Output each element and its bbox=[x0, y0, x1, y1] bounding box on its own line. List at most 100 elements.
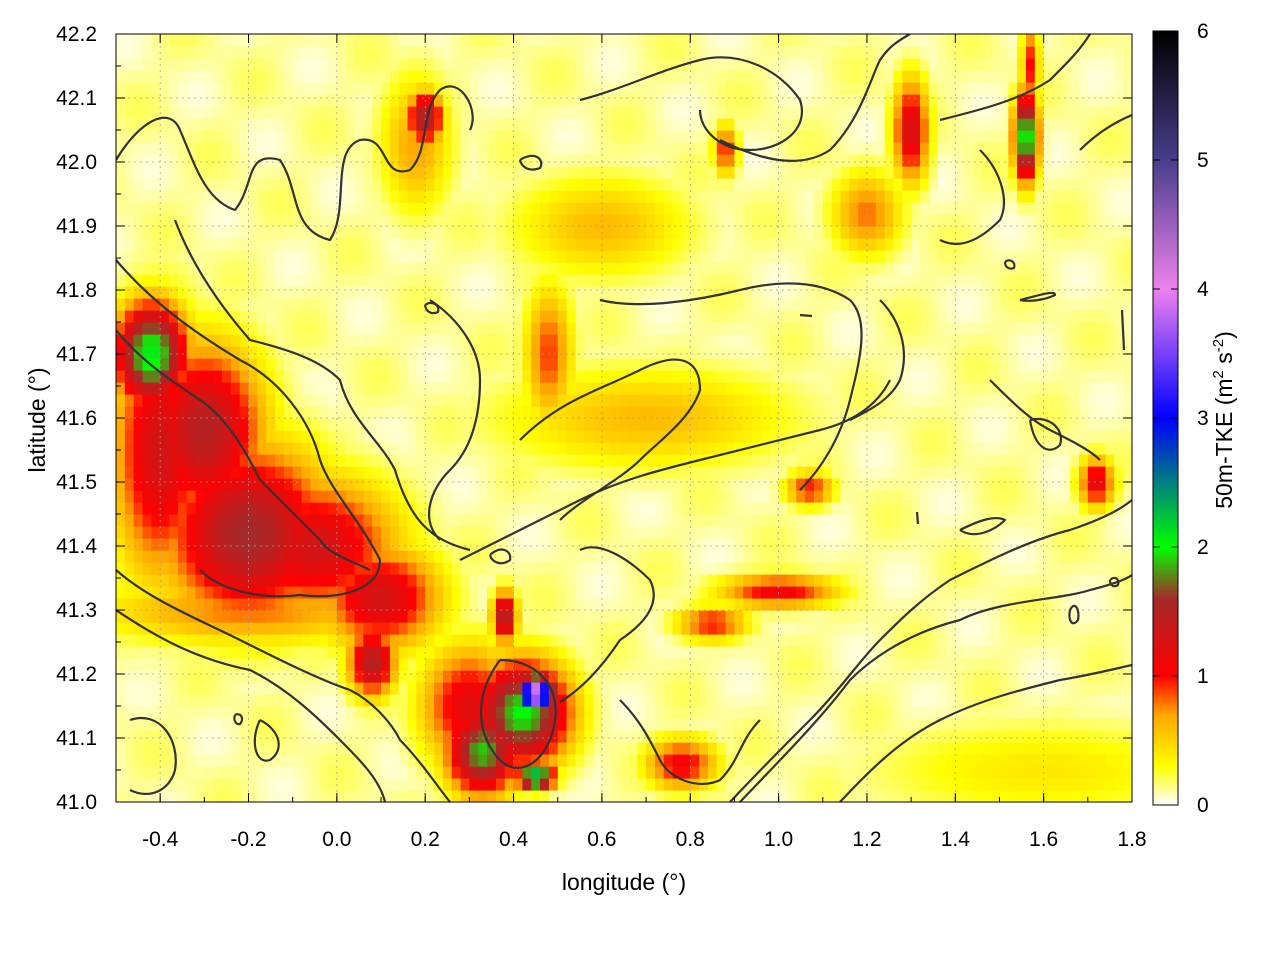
heatmap-cell bbox=[840, 742, 850, 755]
heatmap-cell bbox=[1034, 706, 1045, 719]
heatmap-cell bbox=[1052, 538, 1062, 551]
heatmap-cell bbox=[248, 574, 258, 587]
heatmap-cell bbox=[1043, 586, 1054, 599]
heatmap-cell bbox=[981, 298, 992, 311]
heatmap-cell bbox=[177, 358, 188, 371]
heatmap-cell bbox=[707, 526, 718, 539]
heatmap-cell bbox=[1034, 790, 1045, 802]
heatmap-cell bbox=[1087, 370, 1098, 383]
heatmap-cell bbox=[716, 418, 727, 431]
heatmap-cell bbox=[610, 706, 621, 719]
heatmap-cell bbox=[911, 574, 921, 587]
heatmap-cell bbox=[434, 718, 444, 731]
heatmap-cell bbox=[849, 334, 859, 347]
heatmap-cell bbox=[292, 754, 303, 767]
heatmap-cell bbox=[133, 574, 144, 587]
heatmap-cell bbox=[955, 646, 965, 659]
heatmap-cell bbox=[646, 706, 656, 719]
heatmap-cell bbox=[955, 550, 965, 563]
heatmap-cell bbox=[389, 334, 400, 347]
heatmap-cell bbox=[451, 778, 462, 791]
heatmap-cell bbox=[575, 610, 585, 623]
heatmap-cell bbox=[434, 370, 444, 383]
heatmap-cell bbox=[716, 394, 727, 407]
heatmap-cell bbox=[213, 490, 223, 503]
heatmap-cell bbox=[124, 382, 135, 395]
heatmap-cell bbox=[699, 538, 709, 551]
heatmap-cell bbox=[619, 310, 630, 323]
heatmap-cell bbox=[186, 574, 197, 587]
heatmap-cell bbox=[919, 490, 930, 503]
heatmap-cell bbox=[310, 298, 320, 311]
heatmap-cell bbox=[743, 286, 753, 299]
heatmap-cell bbox=[239, 778, 250, 791]
heatmap-cell bbox=[566, 574, 576, 587]
heatmap-cell bbox=[1123, 394, 1132, 407]
heatmap-cell bbox=[584, 370, 594, 383]
heatmap-cell bbox=[663, 526, 674, 539]
heatmap-cell bbox=[336, 706, 347, 719]
heatmap-cell bbox=[540, 694, 550, 707]
heatmap-cell bbox=[186, 334, 197, 347]
heatmap-cell bbox=[999, 562, 1009, 575]
heatmap-cell bbox=[230, 670, 241, 683]
heatmap-cell bbox=[478, 634, 488, 647]
heatmap-cell bbox=[1070, 514, 1080, 527]
heatmap-cell bbox=[213, 742, 223, 755]
heatmap-cell bbox=[646, 334, 656, 347]
heatmap-cell bbox=[407, 406, 417, 419]
heatmap-cell bbox=[522, 694, 532, 707]
heatmap-cell bbox=[955, 742, 965, 755]
heatmap-cell bbox=[566, 394, 576, 407]
heatmap-cell bbox=[222, 394, 232, 407]
heatmap-cell bbox=[601, 694, 612, 707]
heatmap-cell bbox=[124, 526, 135, 539]
heatmap-cell bbox=[690, 370, 700, 383]
heatmap-cell bbox=[292, 634, 303, 647]
heatmap-cell bbox=[160, 406, 170, 419]
heatmap-cell bbox=[743, 490, 753, 503]
heatmap-cell bbox=[1070, 694, 1080, 707]
heatmap-cell bbox=[301, 526, 311, 539]
heatmap-cell bbox=[672, 718, 683, 731]
heatmap-cell bbox=[451, 430, 462, 443]
heatmap-cell bbox=[169, 478, 179, 491]
heatmap-cell bbox=[557, 778, 568, 791]
heatmap-cell bbox=[796, 514, 806, 527]
heatmap-cell bbox=[248, 286, 258, 299]
heatmap-cell bbox=[637, 562, 647, 575]
heatmap-cell bbox=[425, 466, 435, 479]
heatmap-cell bbox=[1070, 430, 1080, 443]
heatmap-cell bbox=[124, 346, 135, 359]
heatmap-cell bbox=[663, 790, 674, 802]
heatmap-cell bbox=[593, 538, 603, 551]
heatmap-cell bbox=[301, 754, 311, 767]
heatmap-cell bbox=[548, 586, 559, 599]
heatmap-cell bbox=[990, 514, 1001, 527]
heatmap-cell bbox=[310, 742, 320, 755]
heatmap-cell bbox=[849, 754, 859, 767]
heatmap-cell bbox=[1008, 334, 1018, 347]
heatmap-cell bbox=[407, 694, 417, 707]
heatmap-cell bbox=[239, 418, 250, 431]
heatmap-cell bbox=[990, 706, 1001, 719]
heatmap-cell bbox=[531, 394, 541, 407]
heatmap-cell bbox=[1123, 622, 1132, 635]
heatmap-cell bbox=[990, 574, 1001, 587]
heatmap-cell bbox=[769, 538, 780, 551]
heatmap-cell bbox=[548, 310, 559, 323]
heatmap-cell bbox=[919, 646, 930, 659]
heatmap-cell bbox=[866, 658, 877, 671]
heatmap-cell bbox=[169, 298, 179, 311]
heatmap-cell bbox=[849, 322, 859, 335]
heatmap-cell bbox=[478, 778, 488, 791]
heatmap-cell bbox=[1034, 634, 1045, 647]
heatmap-cell bbox=[513, 622, 523, 635]
heatmap-cell bbox=[478, 790, 488, 802]
heatmap-cell bbox=[513, 610, 523, 623]
heatmap-cell bbox=[169, 382, 179, 395]
heatmap-cell bbox=[177, 502, 188, 515]
heatmap-cell bbox=[513, 526, 523, 539]
heatmap-cell bbox=[248, 370, 258, 383]
heatmap-cell bbox=[1087, 346, 1098, 359]
